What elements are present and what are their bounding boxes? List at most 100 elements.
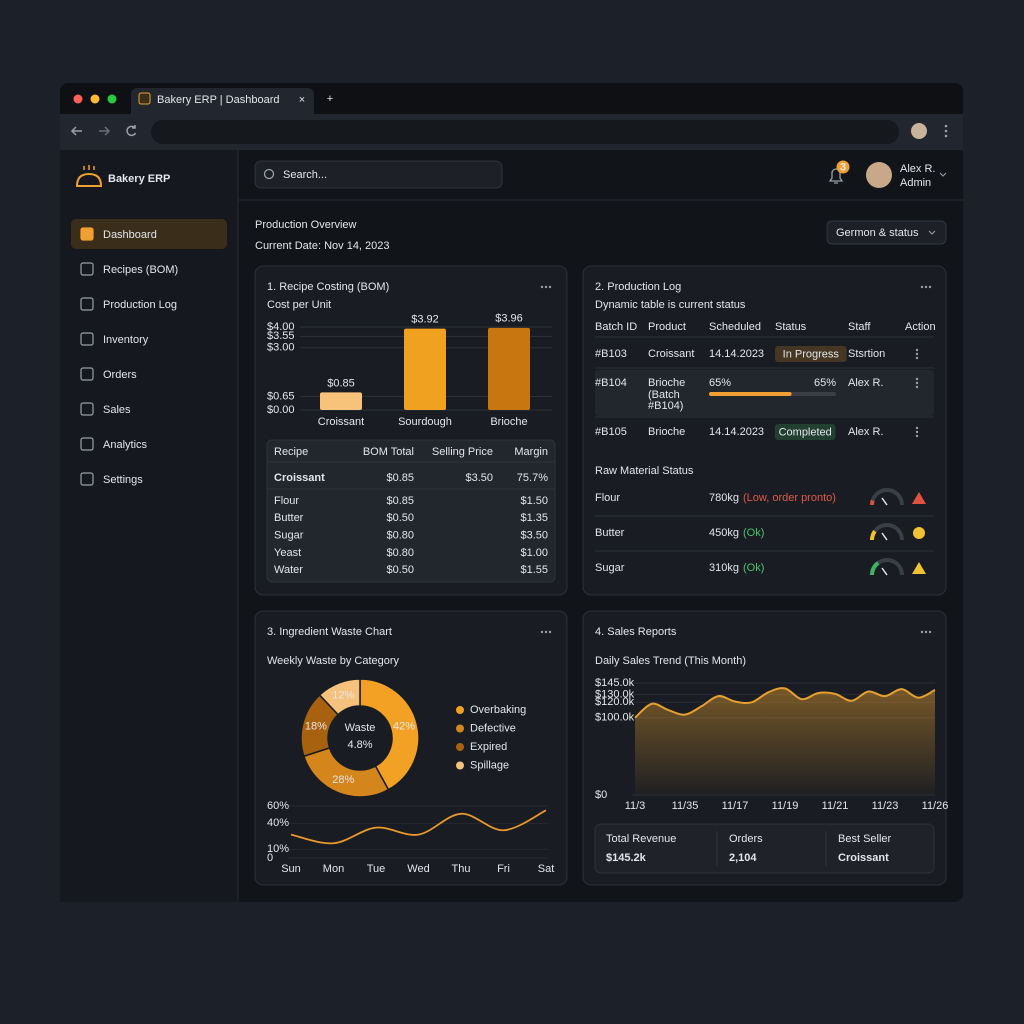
legend-label: Expired xyxy=(470,741,507,753)
legend-label: Overbaking xyxy=(470,704,526,716)
table-cell: Yeast xyxy=(274,547,301,559)
x-tick-label: Fri xyxy=(497,863,510,875)
nav-item[interactable]: Orders xyxy=(103,369,137,381)
menu-dot xyxy=(548,285,552,289)
gauge-arc xyxy=(870,499,875,506)
material-qty: 310kg xyxy=(709,562,739,574)
nav-icon xyxy=(80,437,94,451)
nav-icon xyxy=(80,297,94,311)
nav-icon xyxy=(80,472,94,486)
user-menu-caret[interactable] xyxy=(939,172,947,177)
material-state: (Low, order pronto) xyxy=(743,492,836,504)
progress-label: 65% xyxy=(814,377,836,389)
search-placeholder: Search... xyxy=(283,169,327,181)
window-zoom[interactable] xyxy=(107,94,117,104)
x-tick-label: 11/21 xyxy=(822,800,849,812)
product-note: #B104) xyxy=(648,400,683,412)
status-badge xyxy=(775,424,836,440)
window-close[interactable] xyxy=(73,94,83,104)
more-menu[interactable] xyxy=(915,426,919,438)
x-tick-label: Wed xyxy=(407,863,429,875)
recipe-table-box xyxy=(266,439,556,583)
more-menu[interactable] xyxy=(920,285,932,289)
bar-value-label: $3.96 xyxy=(495,313,523,325)
menu-dot xyxy=(915,426,919,430)
progress-label: 65% xyxy=(709,377,731,389)
nav-item[interactable]: Inventory xyxy=(103,334,149,346)
x-tick-label: Croissant xyxy=(318,416,364,428)
search-icon xyxy=(263,168,275,180)
notification-bell[interactable] xyxy=(828,168,844,184)
status-icon xyxy=(913,527,925,539)
table-header: Batch ID xyxy=(595,321,637,333)
table-cell: $0.50 xyxy=(386,512,414,524)
nav-item[interactable]: Sales xyxy=(103,404,131,416)
filter-button[interactable] xyxy=(826,220,947,245)
menu-dot xyxy=(915,377,919,381)
tab-title: Bakery ERP | Dashboard xyxy=(157,94,280,106)
menu-dot xyxy=(544,630,548,634)
table-summary-cell: Croissant xyxy=(274,472,325,484)
more-menu[interactable] xyxy=(915,348,919,360)
x-tick-label: 11/17 xyxy=(722,800,749,812)
table-cell: Sugar xyxy=(274,530,304,542)
more-menu[interactable] xyxy=(920,630,932,634)
back-button[interactable] xyxy=(70,126,82,136)
bar xyxy=(404,328,446,410)
new-tab[interactable]: + xyxy=(327,93,333,105)
scheduled: 14.14.2023 xyxy=(709,426,764,438)
reload-button[interactable] xyxy=(126,125,137,137)
nav-item[interactable]: Production Log xyxy=(103,299,177,311)
user-avatar[interactable] xyxy=(866,162,892,188)
table-header: Selling Price xyxy=(432,446,493,458)
legend-swatch xyxy=(456,761,464,770)
menu-dot xyxy=(540,630,544,634)
more-menu[interactable] xyxy=(540,285,552,289)
staff: Alex R. xyxy=(848,426,883,438)
legend-swatch xyxy=(456,724,464,733)
y-tick-label: $3.55 xyxy=(267,330,295,342)
panel-title: 3. Ingredient Waste Chart xyxy=(267,626,392,638)
sales-summary-box xyxy=(594,823,935,874)
status-icon xyxy=(912,562,926,574)
nav-item[interactable]: Analytics xyxy=(103,439,148,451)
browser-menu[interactable] xyxy=(944,124,948,138)
notification-badge xyxy=(836,160,850,174)
nav-item[interactable]: Dashboard xyxy=(103,229,157,241)
staff: Stsrtion xyxy=(848,348,885,360)
menu-dot xyxy=(544,285,548,289)
nav-item[interactable]: Settings xyxy=(103,474,143,486)
more-menu[interactable] xyxy=(540,630,552,634)
window-minimize[interactable] xyxy=(90,94,100,104)
user-name: Alex R. xyxy=(900,163,935,175)
panel-subtitle: Daily Sales Trend (This Month) xyxy=(595,655,746,667)
legend-swatch xyxy=(456,706,464,714)
panel-subtitle: Dynamic table is current status xyxy=(595,299,746,311)
legend-swatch xyxy=(456,743,464,751)
search-box[interactable] xyxy=(254,160,503,189)
tab[interactable] xyxy=(131,88,314,114)
y-tick-label: 0 xyxy=(267,852,273,864)
material-name: Sugar xyxy=(595,562,625,574)
x-tick-label: Sun xyxy=(281,863,301,875)
line-series xyxy=(290,809,547,845)
x-tick-label: Sat xyxy=(538,863,555,875)
table-cell: Flour xyxy=(274,495,299,507)
table-header: Status xyxy=(775,321,807,333)
url-field[interactable] xyxy=(151,120,899,144)
product: Brioche xyxy=(648,426,685,438)
y-tick-label: $100.0k xyxy=(595,712,635,724)
forward-button[interactable] xyxy=(99,126,111,136)
slice-label: 28% xyxy=(332,774,354,786)
tab-close[interactable]: × xyxy=(299,94,305,106)
nav-icon xyxy=(80,332,94,346)
batch-id: #B105 xyxy=(595,426,627,438)
table-cell: $1.50 xyxy=(520,495,548,507)
profile-avatar[interactable] xyxy=(911,123,927,139)
nav-item[interactable]: Recipes (BOM) xyxy=(103,264,178,276)
more-menu[interactable] xyxy=(915,377,919,389)
x-tick-label: Mon xyxy=(323,863,344,875)
table-summary-cell: $0.85 xyxy=(386,472,414,484)
